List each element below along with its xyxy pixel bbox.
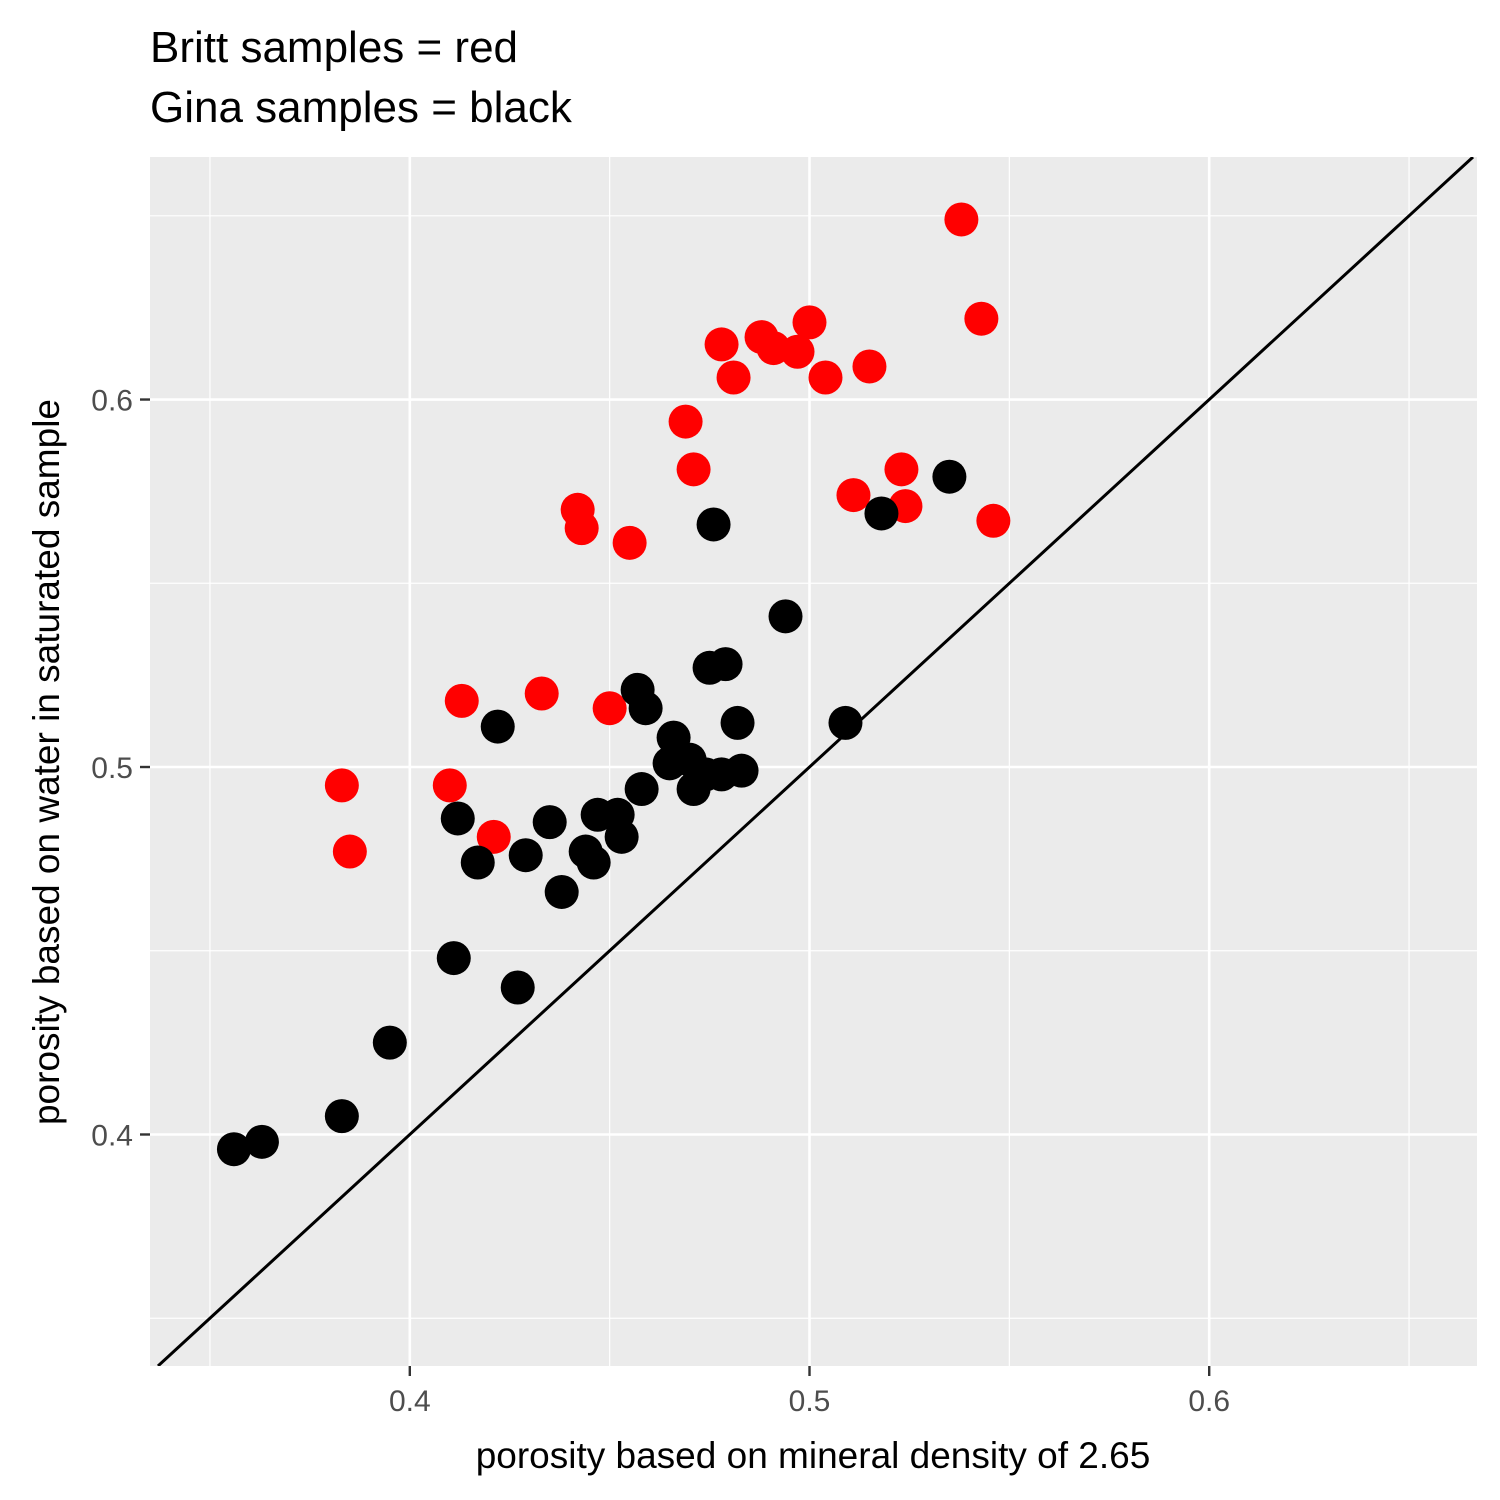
chart-title-line-1: Britt samples = red (150, 23, 518, 72)
data-point-red (716, 360, 751, 395)
data-point-black (576, 845, 611, 880)
data-point-red (884, 452, 919, 487)
data-point-black (604, 819, 639, 854)
x-tick-label: 0.4 (389, 1385, 431, 1418)
data-point-red (324, 768, 359, 803)
data-point-black (440, 801, 475, 836)
data-point-red (808, 360, 843, 395)
data-point-black (676, 772, 711, 807)
data-point-black (460, 845, 495, 880)
data-point-red (668, 404, 703, 439)
data-point-red (944, 202, 979, 237)
data-point-red (564, 511, 599, 546)
data-point-red (592, 691, 627, 726)
data-point-red (444, 683, 479, 718)
identity-reference-line (156, 157, 1475, 1366)
data-point-red (476, 819, 511, 854)
data-point-black (216, 1132, 251, 1167)
data-point-red (964, 301, 999, 336)
data-point-red (332, 834, 367, 869)
data-point-red (852, 349, 887, 384)
data-point-black (628, 691, 663, 726)
data-point-black (704, 757, 739, 792)
data-point-black (864, 496, 899, 531)
y-axis-title: porosity based on water in saturated sam… (26, 399, 67, 1125)
y-tick-label: 0.4 (91, 1119, 133, 1152)
y-tick-label: 0.6 (91, 385, 133, 418)
data-point-red (524, 676, 559, 711)
data-point-black (708, 647, 743, 682)
data-point-black (624, 772, 659, 807)
data-point-red (612, 525, 647, 560)
data-point-black (500, 970, 535, 1005)
data-point-black (532, 805, 567, 840)
y-tick-label: 0.5 (91, 752, 133, 785)
data-point-black (768, 599, 803, 634)
data-point-red (704, 327, 739, 362)
data-point-red (836, 478, 871, 513)
x-tick-label: 0.5 (789, 1385, 831, 1418)
data-point-black (720, 705, 755, 740)
data-point-red (432, 768, 467, 803)
data-point-black (436, 941, 471, 976)
data-point-black (932, 459, 967, 494)
data-point-red (792, 305, 827, 340)
data-point-black (372, 1025, 407, 1060)
x-tick-label: 0.6 (1188, 1385, 1230, 1418)
data-point-black (508, 838, 543, 873)
x-axis-title: porosity based on mineral density of 2.6… (476, 1435, 1151, 1476)
plot-area: 0.4 0.5 0.6 0.4 0.5 0.6 (91, 157, 1477, 1418)
data-point-red (676, 452, 711, 487)
data-point-black (544, 874, 579, 909)
data-point-black (828, 705, 863, 740)
data-point-black (244, 1124, 279, 1159)
data-point-black (480, 709, 515, 744)
data-point-red (976, 503, 1011, 538)
data-point-red (780, 334, 815, 369)
data-point-black (324, 1099, 359, 1134)
data-point-black (696, 507, 731, 542)
chart-title-line-2: Gina samples = black (150, 83, 573, 132)
